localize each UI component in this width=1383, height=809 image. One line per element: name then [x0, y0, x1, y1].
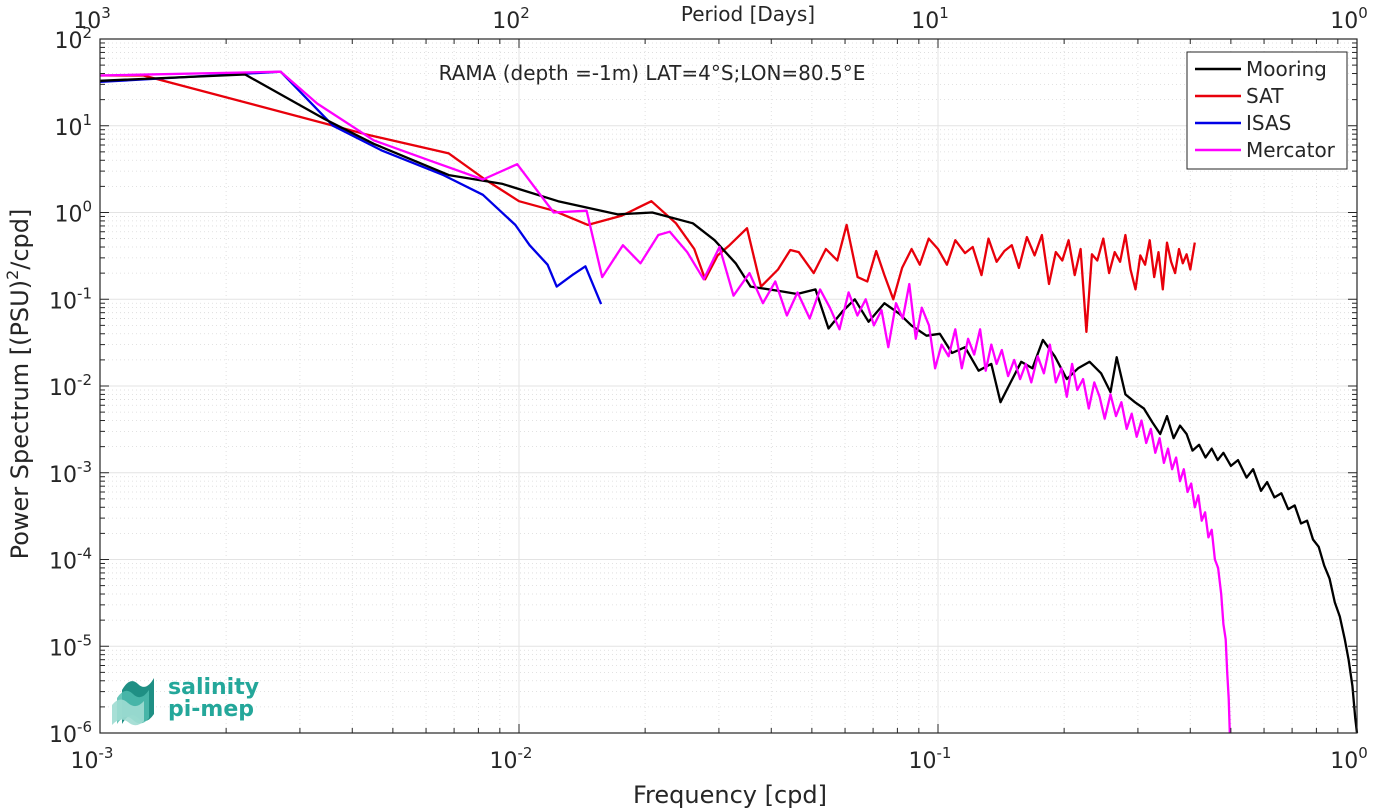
- x-tick-label: 10-3: [71, 744, 114, 774]
- y-tick-label: 10-5: [49, 631, 92, 661]
- series-layer: [99, 70, 1359, 734]
- salinity-pimep-logo: salinity pi-mep: [112, 675, 259, 726]
- y-tick-label: 101: [54, 111, 92, 141]
- logo-waves-icon: [112, 678, 154, 726]
- y-tick-label: 100: [54, 198, 92, 228]
- y-tick-label: 10-3: [49, 458, 92, 488]
- series-line-mercator: [99, 70, 1231, 734]
- legend-label-mercator: Mercator: [1246, 138, 1336, 162]
- legend-label-isas: ISAS: [1246, 111, 1291, 135]
- y-axis-label-sup: 2: [3, 270, 22, 280]
- x-axis-label: Frequency [cpd]: [633, 781, 827, 809]
- legend: Mooring SAT ISAS Mercator: [1186, 51, 1348, 170]
- top-x-axis-label: Period [Days]: [681, 2, 815, 26]
- y-tick-label: 102: [54, 24, 92, 54]
- y-axis-label-main: Power Spectrum [(PSU): [6, 280, 34, 559]
- y-tick-label: 10-2: [49, 371, 92, 401]
- y-tick-label: 10-6: [49, 718, 92, 748]
- y-tick-label: 10-1: [49, 284, 92, 314]
- y-axis-label: Power Spectrum [(PSU)2/cpd]: [3, 209, 34, 560]
- y-axis-label-tail: /cpd]: [6, 209, 34, 270]
- tick-marks: [99, 38, 1358, 734]
- legend-label-mooring: Mooring: [1246, 57, 1327, 81]
- chart-title: RAMA (depth =-1m) LAT=4°S;LON=80.5°E: [439, 61, 866, 85]
- minor-grid: [100, 39, 1357, 733]
- series-line-sat: [100, 74, 1196, 334]
- legend-label-sat: SAT: [1246, 84, 1284, 108]
- y-tick-label: 10-4: [49, 545, 92, 575]
- x-tick-label: 100: [1330, 744, 1368, 774]
- logo-text-line1: salinity: [168, 675, 259, 700]
- series-line-isas: [99, 70, 603, 305]
- logo-text-line2: pi-mep: [168, 697, 254, 722]
